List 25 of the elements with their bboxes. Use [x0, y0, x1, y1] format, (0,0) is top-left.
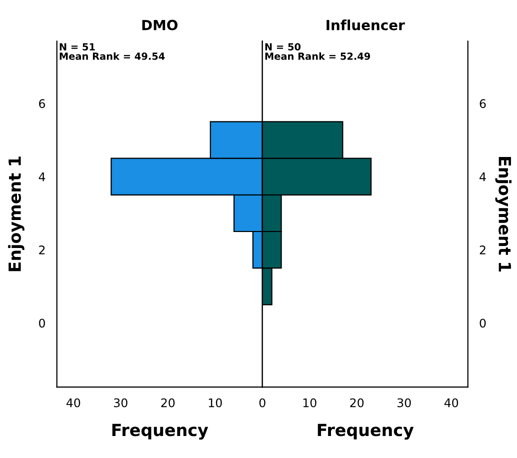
y-tick-label: 4: [480, 172, 486, 182]
x-tick-label: 40: [66, 398, 80, 408]
annotation: N = 50 Mean Rank = 52.49: [265, 43, 370, 60]
x-tick-label: 30: [397, 398, 411, 408]
y-axis-title: Enjoyment 1: [495, 157, 512, 272]
x-axis-title: Frequency: [112, 424, 208, 440]
y-tick-label: 0: [39, 318, 45, 328]
chart-title: Influencer: [326, 20, 405, 30]
y-tick-label: 2: [39, 246, 45, 254]
x-tick-label: 40: [444, 398, 458, 408]
y-tick-label: 6: [39, 99, 46, 108]
y-tick-label: 2: [480, 246, 486, 254]
y-tick-label: 0: [480, 318, 486, 328]
x-tick-label: 30: [114, 398, 128, 408]
y-tick-label: 4: [38, 172, 46, 182]
x-tick-label: 20: [350, 398, 364, 408]
x-tick-label: 10: [303, 398, 316, 408]
annotation: N = 51 Mean Rank = 49.54: [60, 43, 165, 60]
y-tick-label: 6: [480, 99, 486, 108]
x-tick-label: 10: [208, 398, 222, 408]
x-tick-label: 20: [161, 398, 175, 408]
y-axis-title: Enjoyment 1: [8, 156, 24, 272]
x-axis-title: Frequency: [318, 424, 414, 440]
chart-title: DMO: [142, 20, 178, 30]
x-tick-label: 0: [259, 398, 266, 408]
